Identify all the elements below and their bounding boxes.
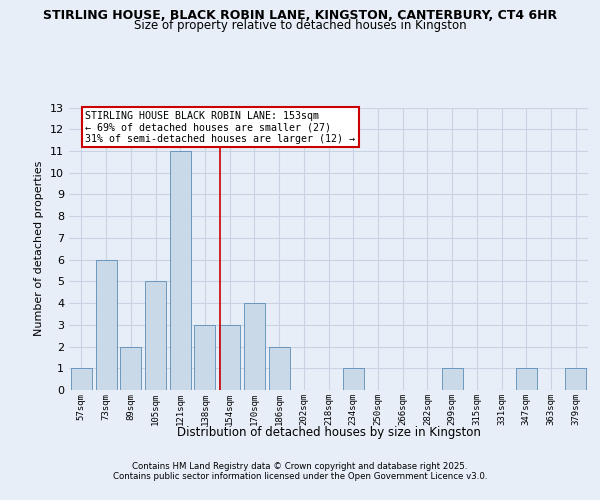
- Bar: [71, 368, 92, 390]
- Bar: [269, 346, 290, 390]
- Bar: [170, 151, 191, 390]
- Text: STIRLING HOUSE, BLACK ROBIN LANE, KINGSTON, CANTERBURY, CT4 6HR: STIRLING HOUSE, BLACK ROBIN LANE, KINGST…: [43, 9, 557, 22]
- Bar: [565, 368, 586, 390]
- Bar: [219, 325, 240, 390]
- Text: Contains public sector information licensed under the Open Government Licence v3: Contains public sector information licen…: [113, 472, 487, 481]
- Bar: [516, 368, 537, 390]
- Bar: [442, 368, 463, 390]
- Text: Size of property relative to detached houses in Kingston: Size of property relative to detached ho…: [134, 18, 466, 32]
- Bar: [120, 346, 141, 390]
- Text: Distribution of detached houses by size in Kingston: Distribution of detached houses by size …: [177, 426, 481, 439]
- Bar: [194, 325, 215, 390]
- Bar: [95, 260, 116, 390]
- Text: STIRLING HOUSE BLACK ROBIN LANE: 153sqm
← 69% of detached houses are smaller (27: STIRLING HOUSE BLACK ROBIN LANE: 153sqm …: [85, 111, 355, 144]
- Bar: [244, 303, 265, 390]
- Y-axis label: Number of detached properties: Number of detached properties: [34, 161, 44, 336]
- Bar: [145, 282, 166, 390]
- Bar: [343, 368, 364, 390]
- Text: Contains HM Land Registry data © Crown copyright and database right 2025.: Contains HM Land Registry data © Crown c…: [132, 462, 468, 471]
